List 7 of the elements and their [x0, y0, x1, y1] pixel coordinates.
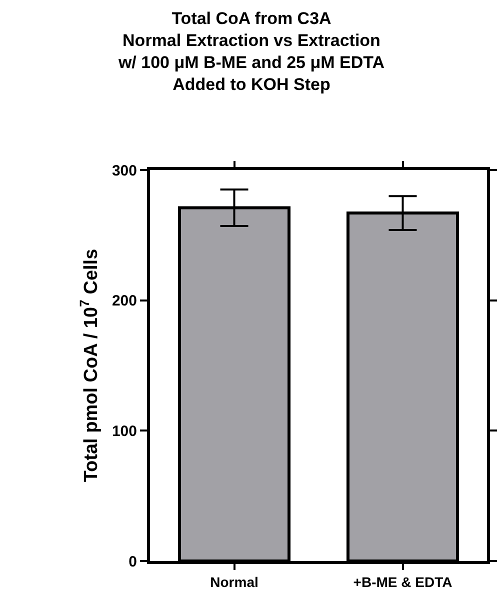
- chart-title: Total CoA from C3A Normal Extraction vs Extraction w/ 100 μM B-ME and 25 μM EDTA Added to KOH Step: [117, 8, 385, 94]
- y-tick-label: 200: [112, 292, 137, 310]
- y-tick-label: 300: [112, 162, 137, 180]
- y-tick-label: 0: [128, 553, 137, 570]
- x-tick-label: +B-ME & EDTA: [353, 574, 452, 590]
- x-tick-label: Normal: [210, 574, 258, 590]
- y-tick-label: 100: [112, 422, 137, 440]
